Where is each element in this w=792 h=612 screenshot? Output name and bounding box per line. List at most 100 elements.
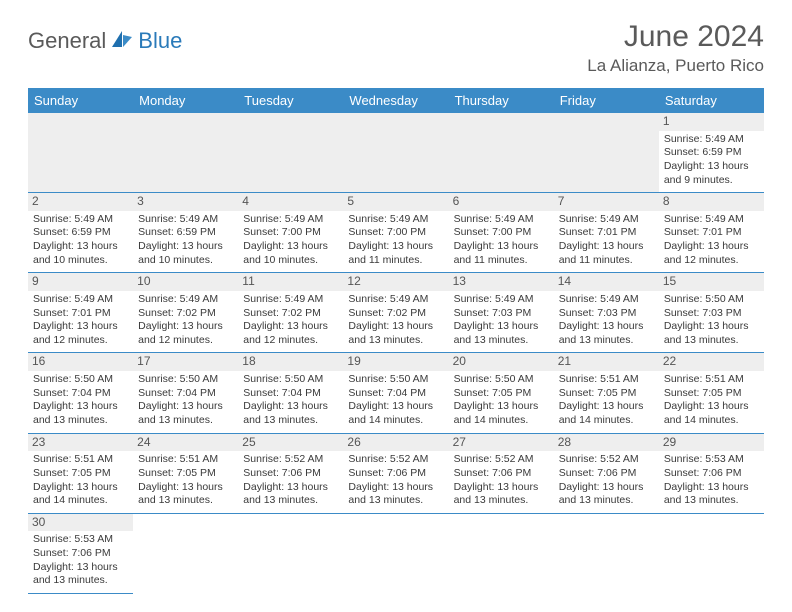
weekday-header: Tuesday bbox=[238, 88, 343, 113]
sunset-line: Sunset: 7:04 PM bbox=[138, 387, 233, 401]
day-details: Sunrise: 5:50 AMSunset: 7:04 PMDaylight:… bbox=[347, 373, 444, 428]
day-number: 15 bbox=[659, 273, 764, 291]
sunrise-line: Sunrise: 5:49 AM bbox=[243, 293, 338, 307]
calendar-day-cell: 13Sunrise: 5:49 AMSunset: 7:03 PMDayligh… bbox=[449, 273, 554, 353]
day-number: 11 bbox=[238, 273, 343, 291]
day-details: Sunrise: 5:52 AMSunset: 7:06 PMDaylight:… bbox=[558, 453, 655, 508]
sunrise-line: Sunrise: 5:50 AM bbox=[138, 373, 233, 387]
day-details: Sunrise: 5:51 AMSunset: 7:05 PMDaylight:… bbox=[558, 373, 655, 428]
day-details: Sunrise: 5:49 AMSunset: 7:03 PMDaylight:… bbox=[558, 293, 655, 348]
weekday-header: Saturday bbox=[659, 88, 764, 113]
weekday-header: Thursday bbox=[449, 88, 554, 113]
calendar-day-cell: 16 Sunrise: 5:50 AMSunset: 7:04 PMDayligh… bbox=[28, 353, 133, 433]
calendar-week-row: 16Sunrise: 5:50 AMSunset: 7:04 PMDayligh… bbox=[28, 353, 764, 433]
sunrise-line: Sunrise: 5:49 AM bbox=[348, 293, 443, 307]
weekday-header: Sunday bbox=[28, 88, 133, 113]
calendar-day-cell: 4Sunrise: 5:49 AMSunset: 7:00 PMDaylight… bbox=[238, 193, 343, 273]
weekday-header: Monday bbox=[133, 88, 238, 113]
calendar-day-cell: 9Sunrise: 5:49 AMSunset: 7:01 PMDaylight… bbox=[28, 273, 133, 353]
day-number: 29 bbox=[659, 434, 764, 452]
daylight-line: Daylight: 13 hours and 12 minutes. bbox=[138, 320, 233, 347]
day-number: 5 bbox=[343, 193, 448, 211]
day-details: Sunrise: 5:49 AMSunset: 6:59 PMDaylight:… bbox=[32, 213, 129, 268]
calendar-day-cell: 15 Sunrise: 5:50 AMSunset: 7:03 PMDayligh… bbox=[659, 273, 764, 353]
weekday-header: Friday bbox=[554, 88, 659, 113]
calendar-day-cell bbox=[659, 513, 764, 593]
day-details: Sunrise: 5:49 AMSunset: 7:00 PMDaylight:… bbox=[347, 213, 444, 268]
day-details: Sunrise: 5:50 AMSunset: 7:03 PMDaylight:… bbox=[663, 293, 760, 348]
daylight-line: Daylight: 13 hours and 9 minutes. bbox=[664, 160, 759, 187]
sunset-line: Sunset: 7:01 PM bbox=[664, 226, 759, 240]
daylight-line: Daylight: 13 hours and 13 minutes. bbox=[33, 400, 128, 427]
sunset-line: Sunset: 7:00 PM bbox=[454, 226, 549, 240]
daylight-line: Daylight: 13 hours and 13 minutes. bbox=[559, 481, 654, 508]
daylight-line: Daylight: 13 hours and 13 minutes. bbox=[664, 481, 759, 508]
day-details: Sunrise: 5:49 AMSunset: 7:01 PMDaylight:… bbox=[558, 213, 655, 268]
sunrise-line: Sunrise: 5:51 AM bbox=[559, 373, 654, 387]
calendar-week-row: 1Sunrise: 5:49 AMSunset: 6:59 PMDaylight… bbox=[28, 113, 764, 193]
sunset-line: Sunset: 7:03 PM bbox=[664, 307, 759, 321]
sunrise-line: Sunrise: 5:49 AM bbox=[664, 213, 759, 227]
calendar-week-row: 9Sunrise: 5:49 AMSunset: 7:01 PMDaylight… bbox=[28, 273, 764, 353]
day-number: 16 bbox=[28, 353, 133, 371]
calendar-week-row: 30Sunrise: 5:53 AMSunset: 7:06 PMDayligh… bbox=[28, 513, 764, 593]
day-number: 7 bbox=[554, 193, 659, 211]
sunrise-line: Sunrise: 5:50 AM bbox=[454, 373, 549, 387]
day-details: Sunrise: 5:52 AMSunset: 7:06 PMDaylight:… bbox=[242, 453, 339, 508]
calendar-day-cell: 28Sunrise: 5:52 AMSunset: 7:06 PMDayligh… bbox=[554, 433, 659, 513]
sunset-line: Sunset: 7:05 PM bbox=[454, 387, 549, 401]
sunrise-line: Sunrise: 5:52 AM bbox=[243, 453, 338, 467]
sunrise-line: Sunrise: 5:53 AM bbox=[664, 453, 759, 467]
sunrise-line: Sunrise: 5:49 AM bbox=[243, 213, 338, 227]
calendar-day-cell: 17Sunrise: 5:50 AMSunset: 7:04 PMDayligh… bbox=[133, 353, 238, 433]
sunset-line: Sunset: 6:59 PM bbox=[664, 146, 759, 160]
day-details: Sunrise: 5:49 AMSunset: 7:02 PMDaylight:… bbox=[137, 293, 234, 348]
sunrise-line: Sunrise: 5:52 AM bbox=[348, 453, 443, 467]
daylight-line: Daylight: 13 hours and 13 minutes. bbox=[348, 320, 443, 347]
calendar-day-cell bbox=[554, 513, 659, 593]
sunset-line: Sunset: 7:05 PM bbox=[664, 387, 759, 401]
header-bar: General Blue June 2024 La Alianza, Puert… bbox=[28, 20, 764, 76]
day-number: 20 bbox=[449, 353, 554, 371]
calendar-day-cell: 18Sunrise: 5:50 AMSunset: 7:04 PMDayligh… bbox=[238, 353, 343, 433]
sunset-line: Sunset: 7:05 PM bbox=[138, 467, 233, 481]
sunrise-line: Sunrise: 5:49 AM bbox=[559, 293, 654, 307]
calendar-week-row: 2Sunrise: 5:49 AMSunset: 6:59 PMDaylight… bbox=[28, 193, 764, 273]
weekday-header: Wednesday bbox=[343, 88, 448, 113]
daylight-line: Daylight: 13 hours and 13 minutes. bbox=[559, 320, 654, 347]
daylight-line: Daylight: 13 hours and 14 minutes. bbox=[348, 400, 443, 427]
day-details: Sunrise: 5:50 AMSunset: 7:04 PMDaylight:… bbox=[32, 373, 129, 428]
day-number: 9 bbox=[28, 273, 133, 291]
day-number: 30 bbox=[28, 514, 133, 532]
logo-text-general: General bbox=[28, 28, 106, 54]
sunset-line: Sunset: 7:06 PM bbox=[348, 467, 443, 481]
day-number: 13 bbox=[449, 273, 554, 291]
day-number: 23 bbox=[28, 434, 133, 452]
calendar-day-cell: 21Sunrise: 5:51 AMSunset: 7:05 PMDayligh… bbox=[554, 353, 659, 433]
sunset-line: Sunset: 7:04 PM bbox=[243, 387, 338, 401]
weekday-header-row: Sunday Monday Tuesday Wednesday Thursday… bbox=[28, 88, 764, 113]
day-number: 1 bbox=[659, 113, 764, 131]
sunrise-line: Sunrise: 5:50 AM bbox=[243, 373, 338, 387]
day-number: 24 bbox=[133, 434, 238, 452]
sunrise-line: Sunrise: 5:53 AM bbox=[33, 533, 128, 547]
calendar-day-cell bbox=[343, 113, 448, 193]
day-number: 18 bbox=[238, 353, 343, 371]
sunrise-line: Sunrise: 5:49 AM bbox=[33, 293, 128, 307]
day-number: 3 bbox=[133, 193, 238, 211]
calendar-day-cell: 6Sunrise: 5:49 AMSunset: 7:00 PMDaylight… bbox=[449, 193, 554, 273]
day-details: Sunrise: 5:49 AMSunset: 7:00 PMDaylight:… bbox=[453, 213, 550, 268]
calendar-day-cell bbox=[28, 113, 133, 193]
calendar-day-cell bbox=[449, 513, 554, 593]
calendar-day-cell: 26Sunrise: 5:52 AMSunset: 7:06 PMDayligh… bbox=[343, 433, 448, 513]
daylight-line: Daylight: 13 hours and 13 minutes. bbox=[348, 481, 443, 508]
day-details: Sunrise: 5:53 AMSunset: 7:06 PMDaylight:… bbox=[663, 453, 760, 508]
day-details: Sunrise: 5:49 AMSunset: 6:59 PMDaylight:… bbox=[137, 213, 234, 268]
location-subtitle: La Alianza, Puerto Rico bbox=[587, 56, 764, 76]
sunset-line: Sunset: 7:00 PM bbox=[348, 226, 443, 240]
sunset-line: Sunset: 7:06 PM bbox=[454, 467, 549, 481]
calendar-day-cell: 23Sunrise: 5:51 AMSunset: 7:05 PMDayligh… bbox=[28, 433, 133, 513]
sunset-line: Sunset: 7:02 PM bbox=[348, 307, 443, 321]
calendar-day-cell bbox=[449, 113, 554, 193]
day-number: 28 bbox=[554, 434, 659, 452]
